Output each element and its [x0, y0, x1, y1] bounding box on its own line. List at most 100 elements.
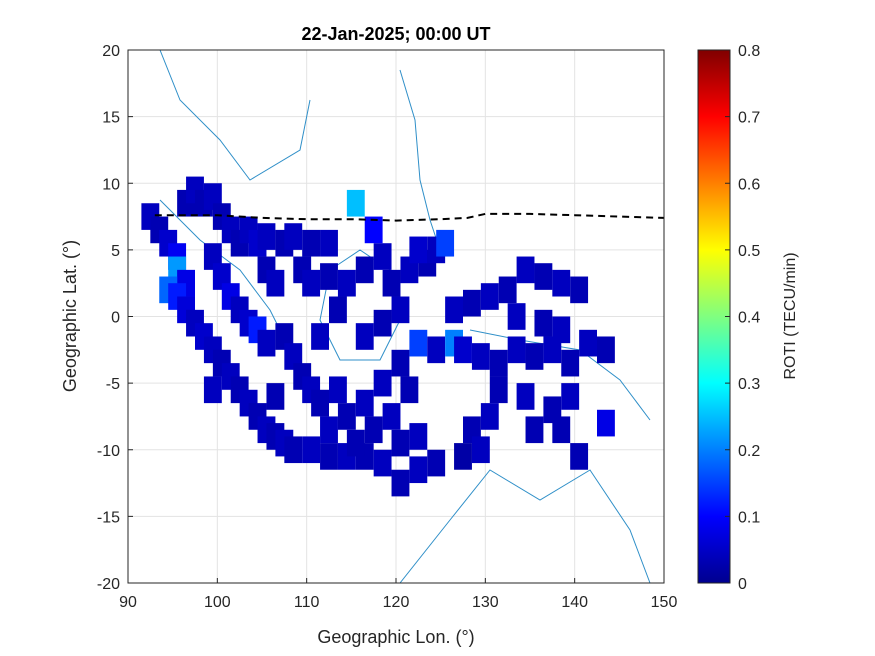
x-tick-label: 110	[294, 594, 320, 611]
roti-cell	[579, 329, 597, 357]
roti-cell	[516, 256, 535, 284]
colorbar-tick-label: 0.6	[738, 176, 760, 193]
colorbar-tick-label: 0	[738, 576, 747, 593]
roti-cell	[320, 443, 338, 470]
roti-cell	[436, 229, 455, 257]
roti-cell	[391, 469, 410, 497]
roti-cell	[364, 216, 383, 244]
colorbar-tick-label: 0.4	[738, 310, 760, 327]
roti-cell	[471, 343, 490, 370]
roti-cell	[570, 276, 589, 304]
roti-cell	[346, 429, 365, 457]
roti-cell	[337, 269, 356, 297]
roti-cell	[498, 276, 517, 304]
roti-cell	[427, 336, 446, 364]
roti-cell	[525, 343, 544, 370]
roti-cell	[203, 183, 222, 210]
roti-cell	[302, 436, 321, 464]
roti-cell	[203, 243, 222, 270]
roti-cell	[516, 383, 535, 410]
y-axis-ticks: 20 15 10 5 0 -5 -10 -15 -20	[97, 43, 133, 593]
roti-cells	[141, 176, 615, 497]
roti-cell	[454, 336, 472, 364]
roti-cell	[337, 403, 356, 430]
roti-cell	[391, 429, 410, 457]
y-tick-label: 0	[111, 310, 120, 327]
y-tick-label: -5	[106, 376, 120, 393]
roti-cell	[257, 329, 276, 357]
roti-cell	[373, 309, 392, 337]
colorbar-tick-label: 0.1	[738, 509, 760, 526]
roti-cell	[409, 423, 428, 450]
roti-cell	[454, 443, 472, 470]
colorbar-tick-label: 0.3	[738, 376, 760, 393]
roti-cell	[400, 376, 419, 404]
roti-cell	[284, 436, 303, 464]
roti-cell	[302, 269, 321, 297]
roti-cell	[320, 263, 338, 290]
y-tick-label: 15	[102, 110, 120, 127]
roti-cell	[284, 223, 303, 250]
roti-cell	[552, 416, 571, 444]
roti-cell	[284, 343, 303, 370]
roti-cell	[311, 389, 329, 417]
roti-cell	[355, 323, 374, 350]
y-tick-label: -15	[97, 509, 120, 526]
roti-cell	[570, 443, 589, 470]
roti-cell	[364, 416, 383, 444]
roti-cell	[320, 229, 338, 257]
roti-cell	[552, 269, 571, 297]
roti-cell	[427, 449, 446, 477]
roti-cell	[534, 263, 553, 290]
roti-cell	[561, 383, 580, 410]
roti-cell	[203, 376, 222, 404]
roti-cell	[480, 403, 499, 430]
roti-cell	[391, 296, 410, 324]
plot-area: 90 100 110 120 130 140 150 20 15 10 5 0 -5 -10 -15 -20	[97, 43, 678, 611]
colorbar-tick-label: 0.8	[738, 43, 760, 60]
x-tick-label: 90	[119, 594, 137, 611]
roti-cell	[471, 436, 490, 464]
roti-cell	[507, 336, 526, 364]
x-tick-label: 150	[651, 594, 678, 611]
roti-cell	[329, 376, 347, 404]
roti-cell	[329, 296, 347, 324]
roti-cell	[409, 456, 428, 484]
roti-cell	[534, 309, 553, 337]
colorbar-label: ROTI (TECU/min)	[782, 252, 799, 379]
y-axis-label: Geographic Lat. (°)	[60, 240, 80, 392]
roti-cell	[561, 349, 580, 377]
chart-title: 22-Jan-2025; 00:00 UT	[301, 24, 490, 44]
roti-cell	[355, 256, 374, 284]
colorbar: 0.8 0.7 0.6 0.5 0.4 0.3 0.2 0.1 0 ROTI (TECU/min…	[697, 43, 799, 593]
roti-cell	[489, 349, 508, 377]
x-axis-ticks: 90 100 110 120 130 140 150	[119, 578, 677, 611]
roti-cell	[489, 376, 508, 404]
y-tick-label: 10	[102, 176, 120, 193]
roti-cell	[597, 409, 615, 437]
coastline-australia	[399, 469, 651, 583]
colorbar-tick-label: 0.2	[738, 443, 760, 460]
colorbar-gradient	[697, 49, 731, 584]
roti-cell	[346, 189, 365, 217]
roti-cell	[382, 403, 401, 430]
roti-cell	[320, 416, 338, 444]
roti-cell	[266, 383, 285, 410]
roti-cell	[525, 416, 544, 444]
y-tick-label: 5	[111, 243, 120, 260]
coastline-indochina	[159, 50, 311, 181]
coastline-philippines	[399, 69, 441, 251]
colorbar-tick-label: 0.7	[738, 110, 760, 127]
roti-cell	[409, 329, 428, 357]
roti-cell	[391, 349, 410, 377]
roti-cell	[597, 336, 615, 364]
colorbar-ticks: 0.8 0.7 0.6 0.5 0.4 0.3 0.2 0.1 0	[725, 43, 760, 593]
colorbar-tick-label: 0.5	[738, 243, 760, 260]
roti-cell	[355, 389, 374, 417]
roti-cell	[257, 223, 276, 250]
dashed-line	[154, 212, 664, 222]
roti-cell	[463, 289, 481, 317]
roti-cell	[552, 316, 571, 344]
roti-cell	[373, 369, 392, 397]
